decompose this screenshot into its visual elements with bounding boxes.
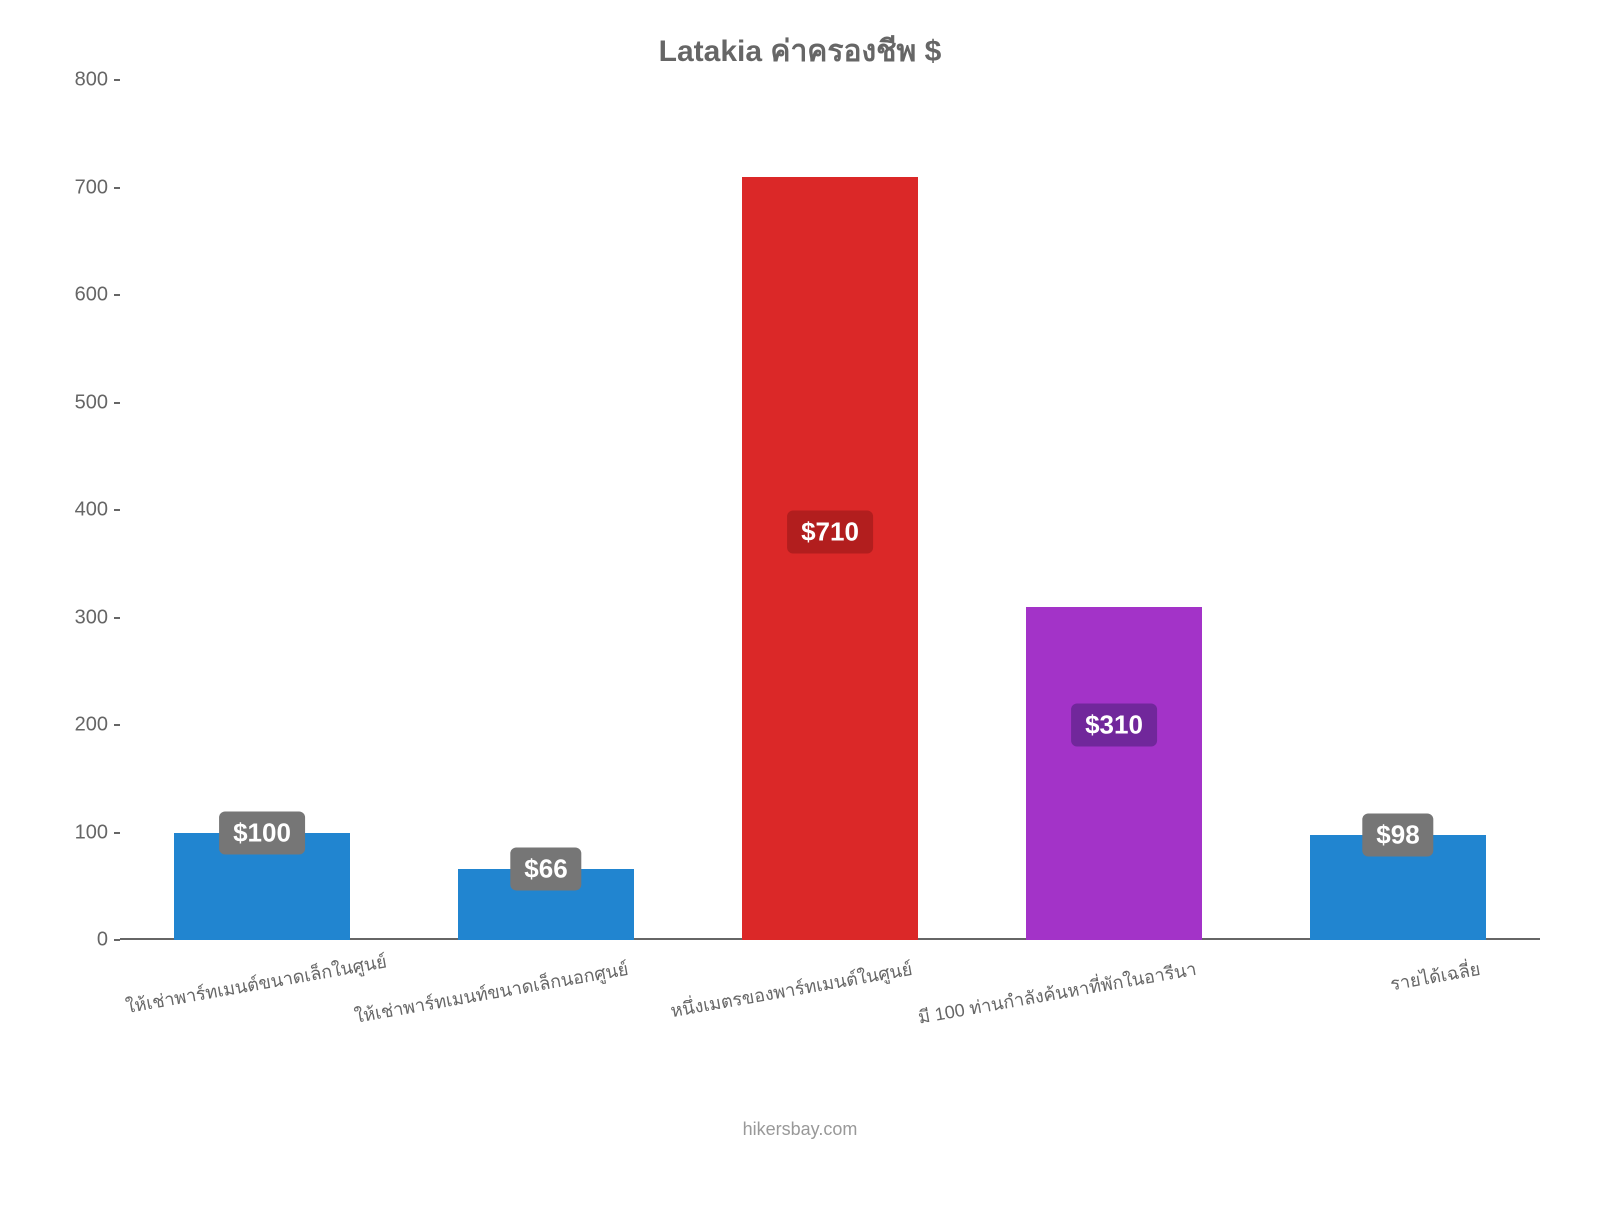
y-tick-label: 300 xyxy=(75,606,120,629)
chart-title: Latakia ค่าครองชีพ $ xyxy=(0,28,1600,75)
bar xyxy=(1026,607,1202,940)
y-tick-label: 800 xyxy=(75,69,120,92)
value-badge: $310 xyxy=(1071,704,1157,747)
attribution: hikersbay.com xyxy=(0,1119,1600,1140)
value-badge: $100 xyxy=(219,811,305,854)
value-badge: $710 xyxy=(787,510,873,553)
y-tick-label: 100 xyxy=(75,821,120,844)
y-tick-label: 500 xyxy=(75,391,120,414)
y-tick-label: 700 xyxy=(75,176,120,199)
bar xyxy=(742,177,918,940)
value-badge: $98 xyxy=(1362,813,1433,856)
y-tick-label: 400 xyxy=(75,499,120,522)
y-tick-label: 200 xyxy=(75,714,120,737)
y-tick-label: 600 xyxy=(75,284,120,307)
value-badge: $66 xyxy=(510,848,581,891)
y-tick-label: 0 xyxy=(97,929,120,952)
cost-of-living-chart: Latakia ค่าครองชีพ $ 0100200300400500600… xyxy=(0,0,1600,1200)
plot-area: 0100200300400500600700800$100ให้เช่าพาร์… xyxy=(120,80,1540,940)
